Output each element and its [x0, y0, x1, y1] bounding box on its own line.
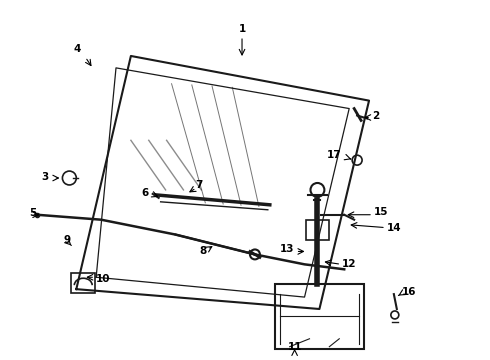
Text: 3: 3 [42, 172, 49, 182]
Text: 16: 16 [402, 287, 416, 297]
Text: 8: 8 [200, 247, 207, 256]
Text: 7: 7 [196, 180, 203, 190]
Text: 14: 14 [387, 222, 401, 233]
Text: 10: 10 [96, 274, 111, 284]
Text: 9: 9 [64, 234, 71, 244]
Text: 4: 4 [74, 44, 81, 54]
FancyBboxPatch shape [72, 273, 95, 293]
FancyBboxPatch shape [306, 220, 329, 239]
Text: 11: 11 [287, 342, 302, 352]
Text: 5: 5 [30, 208, 37, 218]
Text: 13: 13 [280, 244, 294, 255]
Text: 17: 17 [327, 150, 341, 160]
Text: 12: 12 [342, 259, 357, 269]
Text: 2: 2 [372, 111, 379, 121]
Text: 1: 1 [239, 24, 245, 34]
FancyBboxPatch shape [275, 284, 364, 349]
Text: 6: 6 [142, 188, 149, 198]
Text: 15: 15 [374, 207, 389, 217]
